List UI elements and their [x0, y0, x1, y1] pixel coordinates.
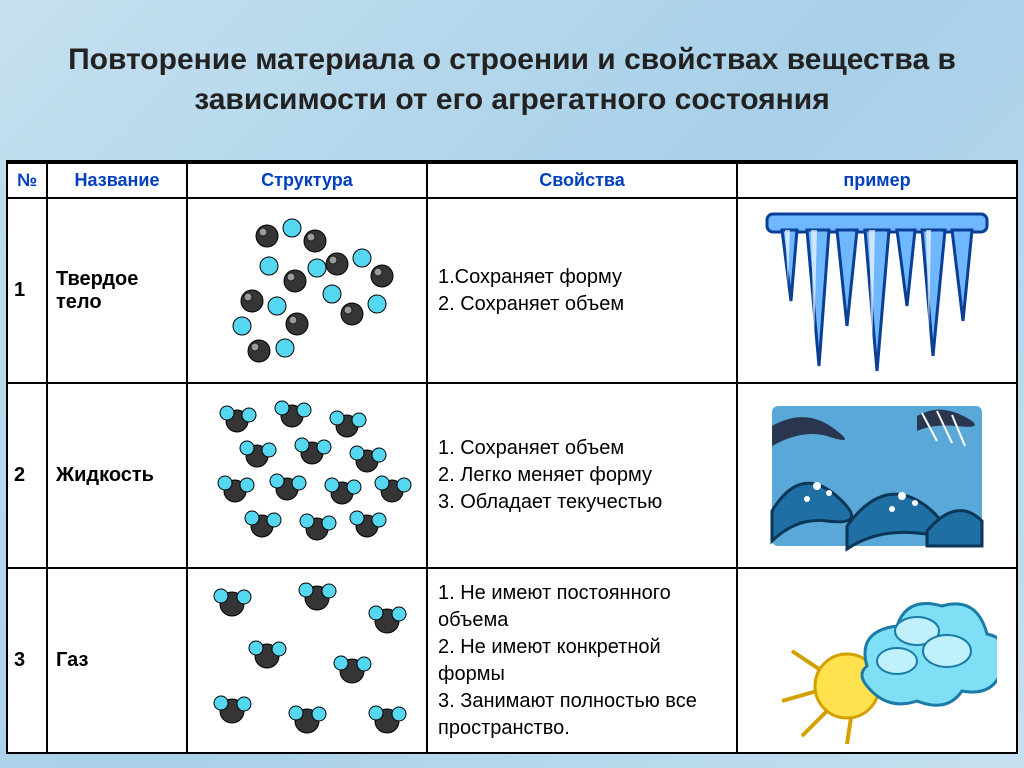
solid-lattice-icon	[197, 206, 417, 376]
col-header-example: пример	[737, 163, 1017, 198]
row-name: Твердое тело	[47, 198, 187, 383]
property-item: 1.Сохраняет форму	[438, 264, 726, 291]
states-table: № Название Структура Свойства пример 1 Т…	[6, 160, 1018, 754]
property-item: 2. Легко меняет форму	[438, 462, 726, 489]
row-num: 2	[7, 383, 47, 568]
structure-cell	[187, 568, 427, 753]
waves-icon	[757, 391, 997, 561]
col-header-properties: Свойства	[427, 163, 737, 198]
icicles-icon	[757, 206, 997, 376]
row-name: Газ	[47, 568, 187, 753]
properties-cell: 1. Не имеют постоянного объема 2. Не име…	[427, 568, 737, 753]
gas-spread-icon	[197, 576, 417, 746]
example-cell	[737, 383, 1017, 568]
property-item: 1. Не имеют постоянного объема	[438, 580, 726, 634]
property-item: 3. Занимают полностью все пространство.	[438, 688, 726, 742]
table-row: 3 Газ 1. Не имеют пос	[7, 568, 1017, 753]
structure-cell	[187, 198, 427, 383]
property-item: 1. Сохраняет объем	[438, 435, 726, 462]
col-header-num: №	[7, 163, 47, 198]
row-num: 3	[7, 568, 47, 753]
page-title: Повторение материала о строении и свойст…	[40, 40, 984, 121]
structure-cell	[187, 383, 427, 568]
table-row: 2 Жидкость	[7, 383, 1017, 568]
col-header-structure: Структура	[187, 163, 427, 198]
example-cell	[737, 568, 1017, 753]
example-cell	[737, 198, 1017, 383]
property-item: 2. Сохраняет объем	[438, 291, 726, 318]
properties-cell: 1.Сохраняет форму 2. Сохраняет объем	[427, 198, 737, 383]
row-name: Жидкость	[47, 383, 187, 568]
properties-cell: 1. Сохраняет объем 2. Легко меняет форму…	[427, 383, 737, 568]
table-row: 1 Твердое тело	[7, 198, 1017, 383]
col-header-name: Название	[47, 163, 187, 198]
sun-clouds-icon	[757, 576, 997, 746]
row-num: 1	[7, 198, 47, 383]
liquid-cluster-icon	[197, 391, 417, 561]
property-item: 2. Не имеют конкретной формы	[438, 634, 726, 688]
property-item: 3. Обладает текучестью	[438, 489, 726, 516]
